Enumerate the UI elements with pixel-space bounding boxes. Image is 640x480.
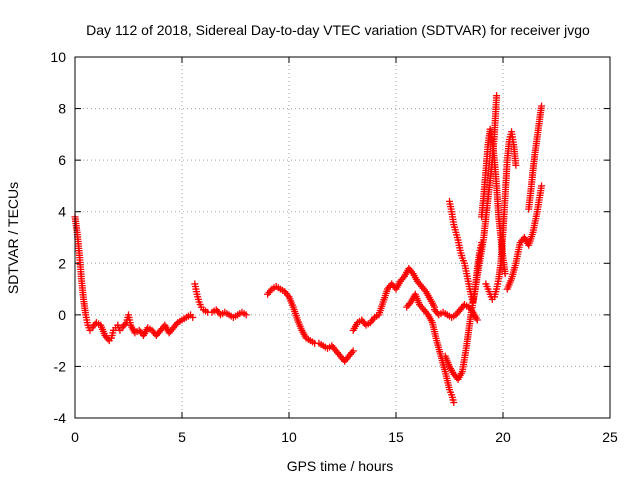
data-point bbox=[242, 311, 250, 319]
x-tick-label: 20 bbox=[495, 429, 511, 445]
x-tick-label: 10 bbox=[281, 429, 297, 445]
x-tick-label: 25 bbox=[602, 429, 618, 445]
y-tick-label: 4 bbox=[58, 204, 66, 220]
y-tick-label: 8 bbox=[58, 101, 66, 117]
y-tick-label: 6 bbox=[58, 152, 66, 168]
plot-frame bbox=[74, 56, 611, 419]
data-series bbox=[482, 128, 520, 303]
x-axis-label: GPS time / hours bbox=[287, 458, 394, 474]
data-series bbox=[431, 301, 481, 324]
data-point bbox=[349, 347, 357, 355]
x-tick-label: 15 bbox=[388, 429, 404, 445]
data-point bbox=[501, 270, 509, 278]
x-tick-label: 0 bbox=[71, 429, 79, 445]
data-point bbox=[512, 161, 520, 169]
axis-layer: 0 5 10 15 20 25 -4 -2 0 2 4 6 8 10 bbox=[50, 49, 618, 445]
data-series bbox=[264, 282, 357, 365]
data-series bbox=[403, 290, 458, 407]
y-tick-label: 0 bbox=[58, 307, 66, 323]
data-point bbox=[189, 313, 197, 321]
data-point bbox=[450, 399, 458, 407]
chart-title: Day 112 of 2018, Sidereal Day-to-day VTE… bbox=[86, 22, 590, 38]
data-series bbox=[191, 280, 250, 321]
x-tick-label: 5 bbox=[178, 429, 186, 445]
data-point bbox=[473, 316, 481, 324]
data-point bbox=[538, 182, 546, 190]
data-layer bbox=[71, 92, 546, 407]
data-series bbox=[349, 264, 439, 334]
y-axis-label: SDTVAR / TECUs bbox=[5, 182, 21, 294]
data-series bbox=[503, 182, 546, 293]
data-series bbox=[71, 213, 197, 345]
y-tick-label: -4 bbox=[54, 410, 67, 426]
y-tick-label: 2 bbox=[58, 255, 66, 271]
data-point bbox=[493, 92, 501, 100]
y-tick-label: -2 bbox=[54, 358, 67, 374]
data-point bbox=[538, 102, 546, 110]
data-series bbox=[525, 102, 546, 213]
y-tick-label: 10 bbox=[50, 49, 66, 65]
